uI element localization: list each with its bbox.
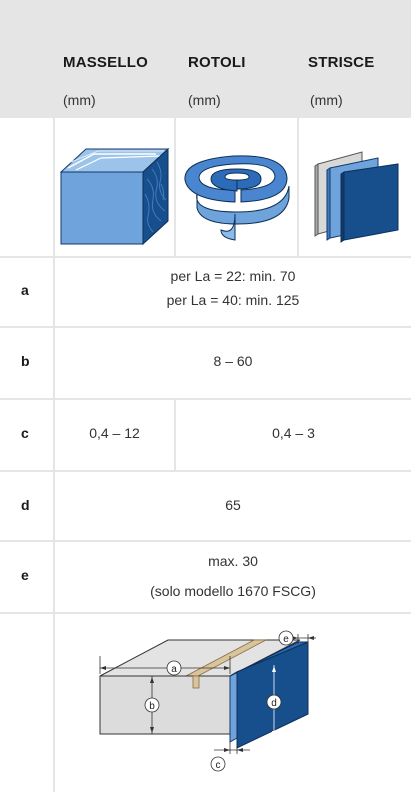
column-header-strisce: STRISCE [308, 54, 375, 71]
grid-line [174, 400, 176, 470]
callout-e [278, 630, 294, 646]
row-label-b: b [21, 353, 30, 369]
row-b-value: 8 – 60 [213, 353, 253, 369]
groove-notch [192, 675, 200, 689]
edgeband-side [229, 671, 238, 743]
callout-c [210, 756, 226, 772]
callout-c-label: c [216, 760, 221, 771]
grid-line [0, 612, 411, 614]
grid-line [0, 470, 411, 472]
dimension-diagram: a b c d e [99, 630, 316, 772]
row-a-line-2: per La = 40: min. 125 [166, 292, 300, 308]
callout-a [166, 660, 182, 676]
row-label-a: a [21, 282, 29, 298]
callout-d [266, 694, 282, 710]
callout-b-label: b [149, 701, 155, 712]
row-c-value-rotoli-strisce: 0,4 – 3 [272, 425, 315, 441]
grid-line [174, 118, 176, 256]
callout-d-label: d [271, 698, 277, 709]
strips-icon [314, 151, 399, 243]
table-header [0, 0, 411, 118]
column-unit-strisce: (mm) [310, 92, 343, 108]
grid-line [0, 398, 411, 400]
row-e-line-1: max. 30 [208, 553, 258, 569]
grid-line [0, 326, 411, 328]
grid-line [53, 118, 55, 792]
grid-line [0, 256, 411, 258]
column-header-rotoli: ROTOLI [188, 54, 246, 71]
roll-icon [184, 155, 290, 241]
column-unit-massello: (mm) [63, 92, 96, 108]
callout-b [144, 697, 160, 713]
column-header-massello: MASSELLO [63, 54, 148, 71]
row-d-value: 65 [225, 497, 241, 513]
row-label-d: d [21, 497, 30, 513]
row-c-value-massello: 0,4 – 12 [89, 425, 140, 441]
row-label-c: c [21, 425, 29, 441]
grid-line [0, 540, 411, 542]
row-a-line-1: per La = 22: min. 70 [170, 268, 296, 284]
grid-line [297, 118, 299, 256]
column-unit-rotoli: (mm) [188, 92, 221, 108]
row-label-e: e [21, 567, 29, 583]
row-e-line-2: (solo modello 1670 FSCG) [150, 583, 316, 599]
callout-e-label: e [283, 634, 289, 645]
workpiece-front [99, 675, 231, 735]
callout-a-label: a [171, 664, 177, 675]
wood-block-icon [59, 147, 170, 246]
